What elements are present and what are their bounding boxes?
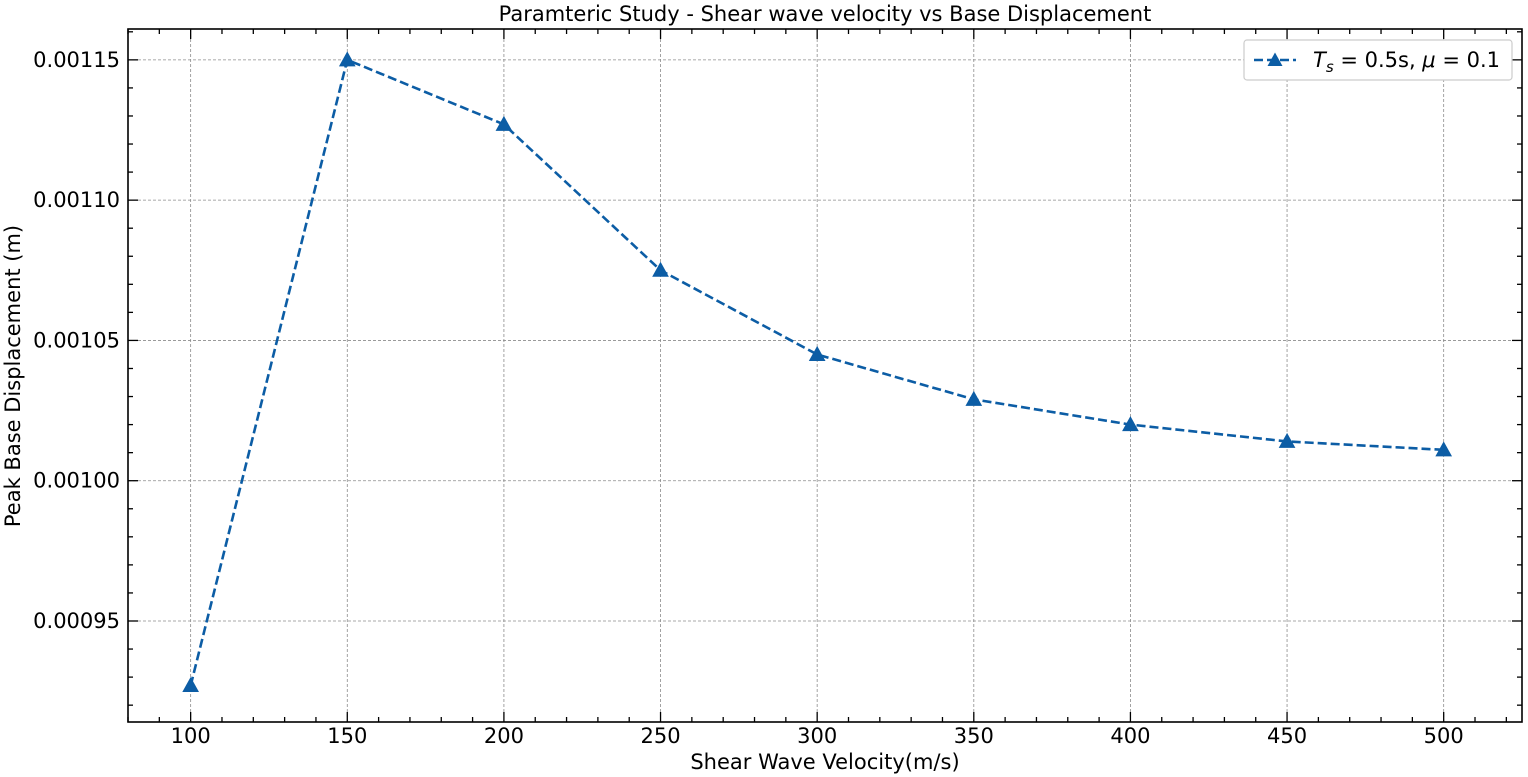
data-point-triangle	[495, 115, 513, 131]
data-point-triangle	[1278, 432, 1296, 448]
legend-box	[1243, 39, 1513, 81]
x-tick-label: 500	[1424, 724, 1464, 748]
plot-frame	[127, 28, 1523, 723]
legend-symbol-s: s	[1326, 58, 1334, 76]
legend-symbol-t: T	[1313, 48, 1328, 72]
y-tick-labels: 0.00095 0.00100 0.00105 0.00110 0.00115	[33, 48, 120, 633]
x-axis-label: Shear Wave Velocity(m/s)	[690, 750, 959, 774]
series-line	[189, 58, 1444, 686]
y-tick-label: 0.00115	[33, 48, 120, 72]
data-point-triangle	[1435, 441, 1453, 457]
x-tick-label: 150	[327, 724, 367, 748]
legend-label: Ts = 0.5s, μ = 0.1	[1313, 48, 1500, 76]
chart-title: Paramteric Study - Shear wave velocity v…	[499, 2, 1152, 26]
data-point-triangle	[808, 345, 826, 361]
y-tick-label: 0.00110	[33, 188, 120, 212]
x-tick-labels: 100 150 200 250 300 350 400 450 500	[171, 724, 1464, 748]
legend-eq2: = 0.1	[1436, 48, 1500, 72]
data-point-triangle	[338, 51, 356, 67]
legend-triangle-marker	[1267, 52, 1283, 66]
x-tick-label: 100	[171, 724, 211, 748]
legend-symbol-mu: μ	[1421, 48, 1435, 72]
y-axis-label: Peak Base Displacement (m)	[1, 225, 25, 527]
data-point-triangle	[182, 676, 200, 693]
y-tick-label: 0.00100	[33, 469, 120, 493]
y-tick-label: 0.00105	[33, 328, 120, 352]
series-layer	[182, 51, 1453, 693]
x-tick-label: 200	[484, 724, 524, 748]
y-tick-label: 0.00095	[33, 609, 120, 633]
grid	[128, 29, 1522, 722]
x-tick-label: 300	[797, 724, 837, 748]
x-tick-label: 250	[640, 724, 680, 748]
data-point-triangle	[1122, 416, 1139, 432]
data-point-triangle	[965, 390, 983, 406]
axis-ticks	[127, 29, 1522, 722]
data-point-triangle	[652, 261, 669, 277]
legend-eq1: = 0.5s,	[1334, 48, 1423, 72]
x-tick-label: 400	[1110, 724, 1150, 748]
x-tick-label: 350	[954, 724, 994, 748]
x-tick-label: 450	[1267, 724, 1307, 748]
legend: Ts = 0.5s, μ = 0.1	[1243, 39, 1513, 81]
